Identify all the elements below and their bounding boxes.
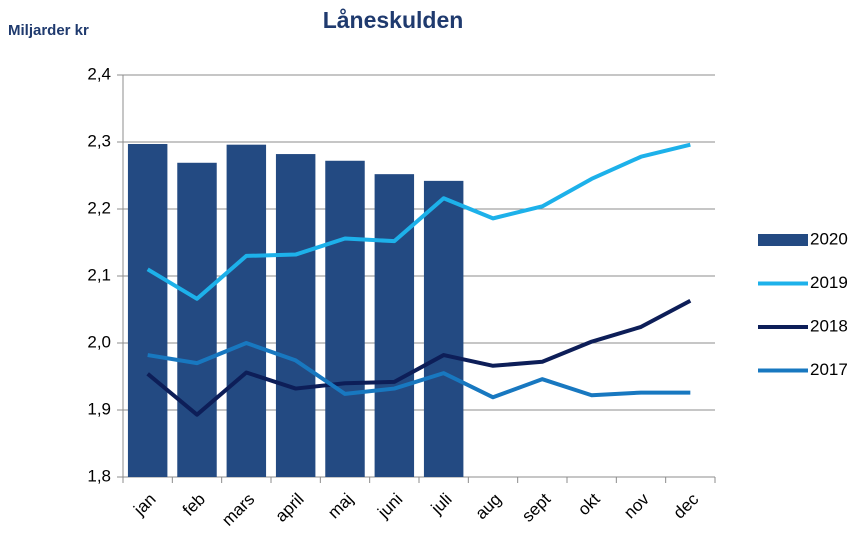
- bar: [127, 144, 168, 477]
- legend-swatch: [758, 234, 808, 246]
- chart-title: Låneskulden: [323, 7, 464, 33]
- y-tick-label: 1,9: [87, 399, 111, 418]
- bar: [374, 174, 415, 477]
- bar: [226, 144, 267, 477]
- y-axis-label: Miljarder kr: [8, 22, 89, 39]
- y-tick-label: 2,1: [87, 265, 111, 284]
- line: [146, 299, 692, 417]
- y-tick-label: 1,8: [87, 466, 111, 485]
- legend-label: 2017: [810, 360, 848, 379]
- y-tick-label: 2,3: [87, 131, 111, 150]
- legend-label: 2018: [810, 316, 848, 335]
- y-tick-label: 2,4: [87, 64, 111, 83]
- bar: [423, 180, 464, 478]
- bar: [177, 162, 217, 477]
- legend-label: 2019: [810, 273, 848, 292]
- bar: [325, 160, 365, 477]
- y-tick-label: 2,2: [87, 198, 111, 217]
- line: [146, 142, 691, 301]
- bar: [275, 154, 316, 477]
- y-tick-label: 2,0: [87, 332, 111, 351]
- legend-label: 2020: [810, 229, 848, 248]
- line: [147, 341, 691, 400]
